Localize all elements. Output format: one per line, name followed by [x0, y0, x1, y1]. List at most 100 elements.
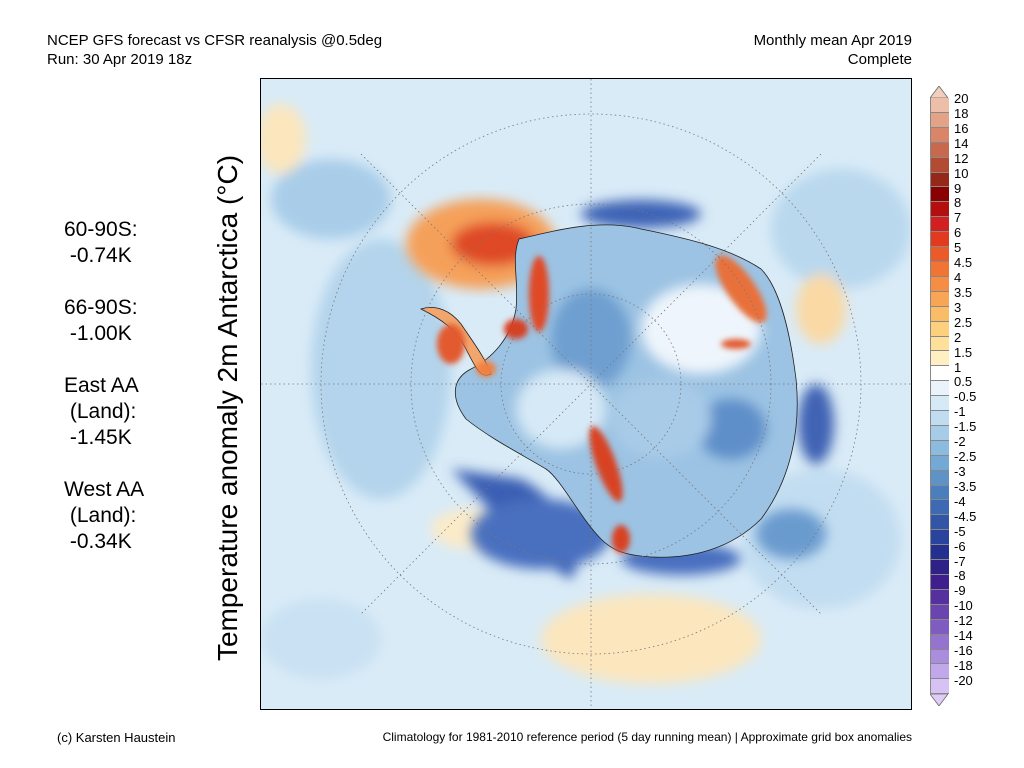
colorbar-segment — [931, 247, 949, 262]
colorbar-tick-label: 8 — [954, 195, 962, 211]
colorbar-tick-label: 6 — [954, 225, 962, 241]
period-line-1: Monthly mean Apr 2019 — [753, 32, 912, 49]
colorbar-segment — [931, 172, 949, 188]
colorbar-tick-label: -7 — [954, 553, 966, 569]
stat-sublabel: (Land): — [69, 400, 137, 423]
colorbar — [930, 86, 949, 707]
colorbar-segment — [931, 142, 949, 158]
colorbar-segment — [931, 604, 949, 620]
colorbar-tick-label: 3 — [954, 299, 962, 315]
stat-label: 60-90S: — [64, 218, 138, 241]
axis-label: Temperature anomaly 2m Antarctica (°C) — [212, 154, 243, 662]
colorbar-segment — [931, 589, 949, 605]
colorbar-segment — [931, 351, 949, 367]
stat-sublabel: (Land): — [69, 504, 137, 527]
stat-west-aa: West AA (Land): -0.34K — [64, 477, 144, 555]
colorbar-segment — [931, 396, 949, 412]
colorbar-tick-label: -16 — [954, 643, 973, 659]
colorbar-segment — [931, 575, 949, 590]
colorbar-bottom-arrow-icon — [930, 694, 948, 707]
colorbar-tick-label: 20 — [954, 91, 969, 106]
colorbar-segment — [931, 619, 949, 635]
period-label: Monthly mean Apr 2019 Complete — [754, 31, 912, 69]
colorbar-segment — [931, 679, 949, 695]
title-line-2: Run: 30 Apr 2019 18z — [47, 51, 193, 68]
colorbar-tick-label: -6 — [954, 538, 966, 554]
colorbar-segment — [931, 440, 949, 456]
colorbar-tick-label: 3.5 — [954, 284, 973, 300]
credit-text: (c) Karsten Haustein — [57, 730, 176, 745]
colorbar-segment — [931, 261, 949, 277]
colorbar-tick-label: 7 — [954, 210, 962, 226]
colorbar-tick-label: 10 — [954, 165, 969, 181]
colorbar-tick-label: -3.5 — [954, 478, 977, 494]
stat-value: -1.45K — [69, 426, 132, 449]
footnote-text: Climatology for 1981-2010 reference peri… — [382, 730, 912, 744]
stat-label: West AA — [64, 478, 145, 501]
colorbar-segment — [931, 634, 949, 650]
colorbar-segment — [931, 112, 949, 128]
colorbar-segment — [931, 276, 949, 292]
colorbar-segment — [931, 381, 949, 397]
colorbar-tick-label: 18 — [954, 105, 969, 121]
stat-66-90s: 66-90S: -1.00K — [64, 295, 144, 347]
colorbar-tick-label: 2.5 — [954, 314, 973, 330]
colorbar-segment — [931, 306, 949, 322]
colorbar-tick-label: -8 — [954, 568, 966, 584]
colorbar-segment — [931, 664, 949, 680]
anomaly-map — [260, 78, 912, 710]
colorbar-segment — [931, 500, 949, 516]
colorbar-tick-label: -20 — [954, 672, 973, 688]
colorbar-tick-label: -1.5 — [954, 419, 977, 435]
colorbar-tick-label: -2.5 — [954, 449, 977, 465]
colorbar-segment — [931, 127, 949, 143]
colorbar-tick-label: 1 — [954, 359, 962, 375]
colorbar-tick-label: -3 — [954, 464, 966, 479]
colorbar-tick-label: -12 — [954, 613, 973, 629]
region-stats: 60-90S: -0.74K 66-90S: -1.00K East AA (L… — [64, 217, 144, 581]
colorbar-segment — [931, 98, 949, 113]
colorbar-tick-label: 1.5 — [954, 344, 973, 360]
colorbar-tick-label: -14 — [954, 628, 973, 644]
colorbar-tick-label: -0.5 — [954, 389, 977, 405]
stat-60-90s: 60-90S: -0.74K — [64, 217, 144, 269]
colorbar-top-arrow-icon — [930, 86, 948, 98]
colorbar-tick-label: -4.5 — [954, 508, 977, 524]
colorbar-segment — [931, 336, 949, 352]
colorbar-tick-label: 2 — [954, 329, 962, 345]
colorbar-tick-label: 9 — [954, 180, 962, 196]
colorbar-tick-label: -4 — [954, 493, 966, 509]
colorbar-tick-label: 0.5 — [954, 374, 973, 390]
colorbar-segments — [930, 98, 949, 695]
stat-east-aa: East AA (Land): -1.45K — [64, 373, 144, 451]
stat-label: 66-90S: — [64, 296, 138, 319]
colorbar-segment — [931, 485, 949, 501]
colorbar-segment — [931, 530, 949, 546]
colorbar-segment — [931, 232, 949, 248]
stat-label: East AA — [64, 374, 139, 397]
colorbar-segment — [931, 545, 949, 561]
colorbar-segment — [931, 649, 949, 665]
colorbar-segment — [931, 470, 949, 486]
colorbar-segment — [931, 455, 949, 471]
map-svg — [261, 79, 911, 709]
colorbar-tick-label: 12 — [954, 150, 969, 166]
colorbar-tick-label: 4.5 — [954, 255, 973, 271]
colorbar-tick-label: 14 — [954, 135, 969, 151]
period-line-2: Complete — [847, 51, 912, 68]
title-line-1: NCEP GFS forecast vs CFSR reanalysis @0.… — [47, 32, 383, 49]
colorbar-segment — [931, 425, 949, 441]
colorbar-tick-label: 16 — [954, 120, 969, 136]
stat-value: -0.34K — [69, 530, 132, 553]
chart-title: NCEP GFS forecast vs CFSR reanalysis @0.… — [47, 31, 382, 69]
colorbar-tick-label: -2 — [954, 434, 966, 450]
colorbar-tick-label: -1 — [954, 404, 966, 420]
colorbar-tick-label: 4 — [954, 270, 962, 286]
colorbar-tick-label: 5 — [954, 240, 962, 256]
colorbar-segment — [931, 321, 949, 337]
colorbar-segment — [931, 217, 949, 233]
colorbar-tick-label: -9 — [954, 583, 966, 599]
colorbar-segment — [931, 515, 949, 531]
colorbar-segment — [931, 187, 949, 203]
stat-value: -0.74K — [69, 244, 132, 267]
